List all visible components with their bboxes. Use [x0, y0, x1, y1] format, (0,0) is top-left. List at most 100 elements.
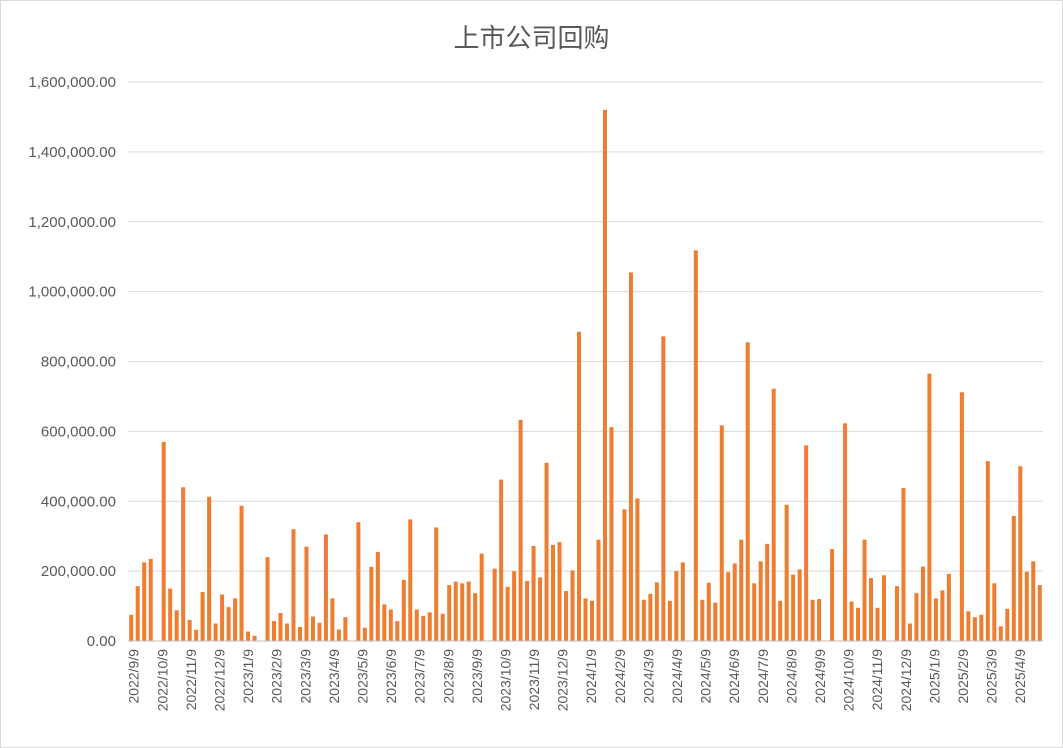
- bar: [297, 627, 302, 641]
- bar: [330, 598, 335, 641]
- bar: [927, 373, 932, 641]
- bar: [778, 600, 783, 641]
- bar: [940, 590, 945, 641]
- bar: [492, 568, 497, 641]
- x-tick-label: 2024/12/9: [898, 649, 914, 711]
- bar: [1024, 571, 1029, 641]
- bar: [674, 571, 679, 642]
- bar: [661, 336, 666, 641]
- x-tick-label: 2022/10/9: [154, 649, 170, 711]
- bar: [791, 574, 796, 641]
- bar: [979, 614, 984, 641]
- y-tick-label: 1,000,000.00: [28, 284, 116, 301]
- bar: [622, 509, 627, 641]
- x-tick-label: 2023/11/9: [526, 649, 542, 710]
- bar: [985, 461, 990, 641]
- x-axis-tick-labels: 2022/9/9 2022/10/9 2022/11/9 2022/12/9 2023/…: [126, 649, 1028, 712]
- bar: [434, 527, 439, 641]
- bar: [233, 598, 238, 641]
- bar: [596, 539, 601, 641]
- x-tick-label: 2024/4/9: [669, 649, 685, 704]
- bar: [706, 582, 711, 641]
- bar: [875, 607, 880, 641]
- bar: [998, 626, 1003, 641]
- bar: [745, 342, 750, 641]
- bar: [239, 505, 244, 641]
- bar: [797, 569, 802, 641]
- bar: [161, 441, 166, 641]
- x-tick-label: 2024/5/9: [698, 649, 714, 704]
- x-tick-label: 2022/12/9: [212, 649, 228, 711]
- bar: [278, 613, 283, 641]
- bar: [635, 498, 640, 641]
- bar: [739, 539, 744, 641]
- bar: [531, 545, 536, 641]
- x-tick-label: 2023/10/9: [497, 649, 513, 711]
- x-tick-label: 2023/9/9: [469, 649, 485, 704]
- bar: [810, 599, 815, 641]
- x-tick-label: 2023/8/9: [440, 649, 456, 704]
- bar: [447, 585, 452, 641]
- bar: [512, 571, 517, 642]
- x-tick-label: 2023/5/9: [354, 649, 370, 704]
- x-tick-label: 2024/1/9: [583, 649, 599, 704]
- bar: [959, 392, 964, 641]
- bar: [135, 586, 140, 641]
- bar: [1018, 466, 1023, 641]
- bar: [869, 578, 874, 641]
- bar: [375, 551, 380, 641]
- bar: [194, 629, 199, 641]
- bar: [894, 586, 899, 641]
- bar: [388, 609, 393, 641]
- bar: [680, 562, 685, 641]
- bar: [265, 557, 270, 641]
- bar: [972, 617, 977, 641]
- bar: [181, 487, 186, 641]
- x-tick-label: 2023/7/9: [412, 649, 428, 704]
- bar: [752, 583, 757, 641]
- x-tick-label: 2022/11/9: [183, 649, 199, 710]
- bar: [362, 627, 367, 641]
- bar: [466, 581, 471, 641]
- bar: [901, 487, 906, 641]
- bar: [427, 612, 432, 641]
- bar: [557, 542, 562, 641]
- bar: [713, 602, 718, 641]
- x-tick-label: 2025/4/9: [1012, 649, 1028, 704]
- bar: [323, 534, 328, 641]
- x-tick-label: 2022/9/9: [126, 649, 142, 704]
- bar: [304, 546, 309, 641]
- bar: [817, 599, 822, 641]
- x-tick-label: 2024/6/9: [726, 649, 742, 704]
- bar: [252, 635, 257, 641]
- bar-series: [129, 109, 1042, 642]
- bar: [602, 109, 607, 641]
- bar: [473, 593, 478, 641]
- bar: [544, 462, 549, 641]
- bar: [700, 599, 705, 641]
- bar: [421, 615, 426, 641]
- bar: [148, 558, 153, 641]
- x-tick-label: 2024/3/9: [640, 649, 656, 704]
- bar: [1005, 608, 1010, 641]
- bar: [693, 250, 698, 641]
- bar: [525, 580, 530, 641]
- bar: [129, 614, 134, 641]
- bar: [654, 582, 659, 641]
- bar: [336, 629, 341, 641]
- bar: [220, 594, 225, 641]
- bar: [401, 579, 406, 641]
- bar: [168, 588, 173, 641]
- bar: [142, 562, 147, 641]
- bar: [966, 611, 971, 641]
- bar: [310, 616, 315, 641]
- bar: [862, 539, 867, 641]
- bar: [920, 566, 925, 641]
- bar: [577, 331, 582, 641]
- y-tick-label: 800,000.00: [41, 354, 116, 371]
- bar: [187, 620, 192, 641]
- bar: [648, 593, 653, 641]
- bar: [667, 600, 672, 641]
- x-tick-label: 2025/2/9: [955, 649, 971, 704]
